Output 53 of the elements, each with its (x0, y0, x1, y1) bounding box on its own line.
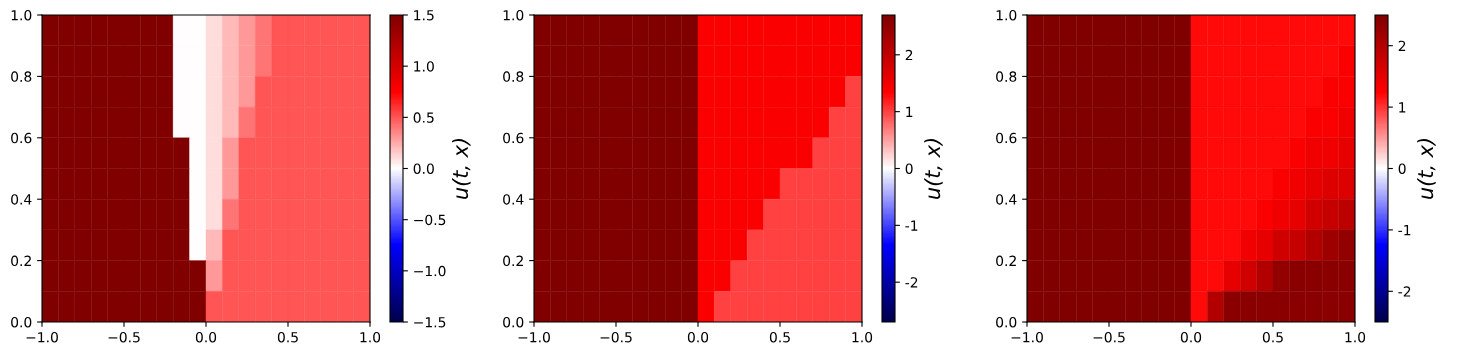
y-tick-label: 1.0 (11, 9, 32, 21)
y-tick-label: 0.6 (503, 132, 524, 144)
color-bar-title: u(t, x) (1417, 139, 1436, 199)
color-bar-label: 2 (905, 49, 913, 61)
x-tick-label: −0.5 (600, 331, 632, 343)
y-tick-label: 0.8 (503, 71, 524, 82)
y-tick-label: 0.2 (503, 255, 523, 267)
x-tick-label: 0.0 (195, 331, 217, 343)
x-tick-label: 0.5 (277, 331, 298, 343)
color-bar-label: 1 (1399, 102, 1406, 113)
color-bar-label: -2 (905, 277, 918, 288)
y-tick-label: 0.6 (11, 132, 32, 144)
color-bar-label: 2 (1398, 40, 1406, 51)
y-tick-label: 0.2 (996, 255, 1016, 267)
y-tick-label: 0.0 (996, 316, 1017, 328)
color-bar-label: -1 (905, 220, 918, 231)
x-tick-label: 0.0 (687, 331, 709, 343)
color-bar-label: 0 (1398, 163, 1406, 174)
color-bar-title: u(t, x) (452, 139, 471, 199)
x-tick-label: −0.5 (108, 331, 140, 343)
color-bar-label: -1 (1398, 225, 1411, 236)
y-tick-label: 0.8 (996, 71, 1017, 82)
color-bar-label: 0 (905, 163, 913, 174)
y-tick-label: 0.4 (11, 194, 32, 205)
x-tick-label: −1.0 (518, 331, 550, 343)
x-tick-label: 0.5 (769, 331, 790, 343)
x-tick-label: −0.5 (1093, 331, 1125, 343)
y-tick-label: 0.0 (503, 316, 524, 328)
color-bar-label: 1.0 (414, 61, 434, 72)
x-tick-label: 0.0 (1180, 331, 1202, 343)
color-bar-title: u(t, x) (924, 139, 943, 199)
y-tick-label: 1.0 (996, 9, 1017, 21)
y-tick-label: 1.0 (503, 9, 524, 21)
y-tick-label: 0.2 (11, 255, 31, 267)
x-tick-label: 1.0 (1345, 331, 1366, 343)
x-tick-label: −1.0 (1011, 331, 1043, 343)
y-tick-label: 0.6 (996, 132, 1017, 144)
color-bar-label: 1 (906, 106, 913, 117)
color-bar-label: −1.0 (414, 265, 446, 277)
y-tick-label: 0.8 (11, 71, 32, 82)
color-bar-label: 1.5 (414, 10, 434, 21)
color-bar-label: −1.5 (414, 317, 446, 328)
x-tick-label: 1.0 (360, 331, 381, 343)
color-bar-label: −0.5 (414, 214, 446, 226)
color-bar-label: 0.5 (413, 112, 434, 123)
y-tick-label: 0.0 (11, 316, 32, 328)
color-bar-label: -2 (1398, 286, 1411, 297)
x-tick-label: 0.5 (1262, 331, 1283, 343)
x-tick-label: −1.0 (26, 331, 58, 343)
color-bar-label: 0.0 (413, 163, 434, 174)
y-tick-label: 0.4 (996, 194, 1017, 205)
y-tick-label: 0.4 (503, 194, 524, 205)
x-tick-label: 1.0 (852, 331, 873, 343)
